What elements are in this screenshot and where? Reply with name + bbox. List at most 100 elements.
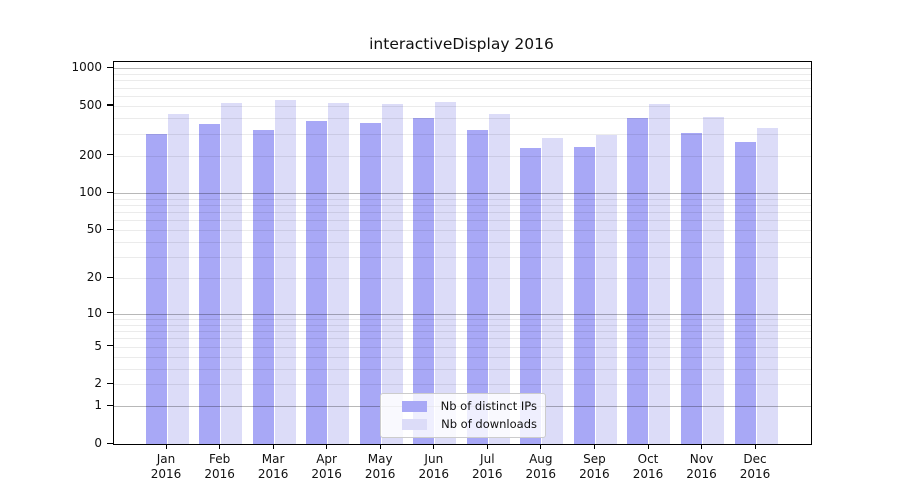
bar-ips-sep-2016 [573,147,595,444]
bar-downloads-oct-2016 [649,103,671,444]
y-tick-mark-500 [107,104,113,106]
major-gridline-1000 [114,68,811,70]
bar-downloads-nov-2016 [703,116,724,444]
x-tick-label-aug-2016: Aug 2016 [525,452,557,481]
x-tick-label-may-2016: May 2016 [364,452,396,481]
bar-ips-jan-2016 [145,133,167,444]
bar-downloads-jan-2016 [167,114,189,444]
legend-swatch-downloads-icon [402,418,428,430]
bar-downloads-may-2016 [381,103,403,444]
legend-label-downloads: Nb of downloads [441,417,537,431]
major-gridline-100 [114,193,811,194]
y-tick-label-5: 5 [94,338,102,353]
y-tick-label-100: 100 [79,185,102,199]
minor-gridline-300 [114,133,811,135]
y-tick-label-50: 50 [86,222,102,237]
minor-gridline-70 [114,212,811,214]
y-tick-mark-10 [107,312,113,314]
bar-downloads-sep-2016 [595,134,617,444]
legend-swatch-ips-icon [401,400,427,412]
x-tick-mark-mar-2016 [272,444,274,449]
legend: Nb of distinct IPs Nb of downloads [380,393,546,438]
y-tick-label-20: 20 [86,270,102,285]
minor-gridline-3 [114,368,811,370]
y-tick-mark-20 [107,276,113,279]
y-tick-mark-1 [107,404,113,406]
x-tick-mark-dec-2016 [754,444,756,449]
major-gridline-10 [114,313,811,315]
minor-gridline-7 [114,330,811,332]
minor-gridline-600 [114,96,811,97]
bar-downloads-apr-2016 [328,102,350,444]
x-tick-label-dec-2016: Dec 2016 [739,452,771,481]
bar-downloads-feb-2016 [221,102,243,444]
grid-layer [114,62,811,444]
x-tick-mark-may-2016 [379,444,381,449]
bar-ips-nov-2016 [681,133,702,444]
minor-gridline-2 [114,384,811,386]
minor-gridline-40 [114,242,811,243]
y-tick-mark-50 [107,228,113,230]
bar-ips-dec-2016 [734,141,756,444]
y-tick-label-500: 500 [79,97,102,112]
x-tick-label-apr-2016: Apr 2016 [311,452,342,481]
x-tick-mark-sep-2016 [593,444,596,449]
x-tick-label-mar-2016: Mar 2016 [257,452,289,481]
minor-gridline-4 [114,356,811,358]
minor-gridline-400 [114,118,811,119]
y-tick-mark-100 [107,191,113,193]
x-tick-label-jan-2016: Jan 2016 [150,452,182,481]
x-tick-label-nov-2016: Nov 2016 [686,452,717,481]
legend-label-distinct-ips: Nb of distinct IPs [440,399,537,413]
bar-downloads-dec-2016 [756,127,778,444]
minor-gridline-8 [114,324,811,326]
minor-gridline-800 [114,80,811,82]
x-tick-mark-jan-2016 [165,444,167,449]
x-tick-mark-feb-2016 [219,444,221,449]
bar-ips-may-2016 [359,122,381,444]
minor-gridline-200 [114,155,811,157]
y-tick-label-0: 0 [94,436,102,450]
y-tick-label-2: 2 [94,376,102,391]
x-tick-mark-apr-2016 [326,444,328,449]
minor-gridline-5 [114,346,811,348]
x-tick-mark-jul-2016 [486,444,488,449]
minor-gridline-60 [114,220,811,222]
legend-row-downloads: Nb of downloads [387,417,537,431]
x-tick-label-jun-2016: Jun 2016 [418,452,450,481]
x-tick-label-feb-2016: Feb 2016 [204,452,235,481]
x-tick-mark-jun-2016 [433,444,435,449]
bar-downloads-mar-2016 [274,99,296,444]
bars-layer [114,62,811,444]
y-tick-label-1000: 1000 [71,60,102,75]
minor-gridline-90 [114,198,811,200]
bar-ips-jun-2016 [413,118,435,444]
y-tick-mark-1000 [107,66,113,68]
minor-gridline-80 [114,205,811,206]
bar-ips-jul-2016 [466,130,488,444]
bar-downloads-aug-2016 [542,137,564,444]
chart-title: interactiveDisplay 2016 [369,35,554,53]
minor-gridline-6 [114,338,811,340]
minor-gridline-50 [114,230,811,232]
minor-gridline-9 [114,318,811,320]
minor-gridline-30 [114,257,811,259]
minor-gridline-700 [114,87,811,89]
minor-gridline-20 [114,278,811,280]
x-tick-mark-aug-2016 [540,444,542,449]
bar-ips-aug-2016 [520,147,542,444]
x-tick-label-sep-2016: Sep 2016 [579,452,610,481]
y-tick-label-200: 200 [79,147,102,162]
bar-ips-apr-2016 [306,120,328,444]
y-tick-label-1: 1 [94,398,102,413]
x-tick-label-oct-2016: Oct 2016 [632,452,664,481]
y-tick-mark-5 [107,345,113,347]
bar-downloads-jun-2016 [435,101,457,444]
x-tick-label-jul-2016: Jul 2016 [472,452,503,481]
y-tick-mark-0 [107,442,113,444]
legend-row-distinct-ips: Nb of distinct IPs [387,399,537,413]
minor-gridline-500 [114,105,811,107]
minor-gridline-900 [114,73,811,75]
x-tick-mark-nov-2016 [701,444,703,449]
